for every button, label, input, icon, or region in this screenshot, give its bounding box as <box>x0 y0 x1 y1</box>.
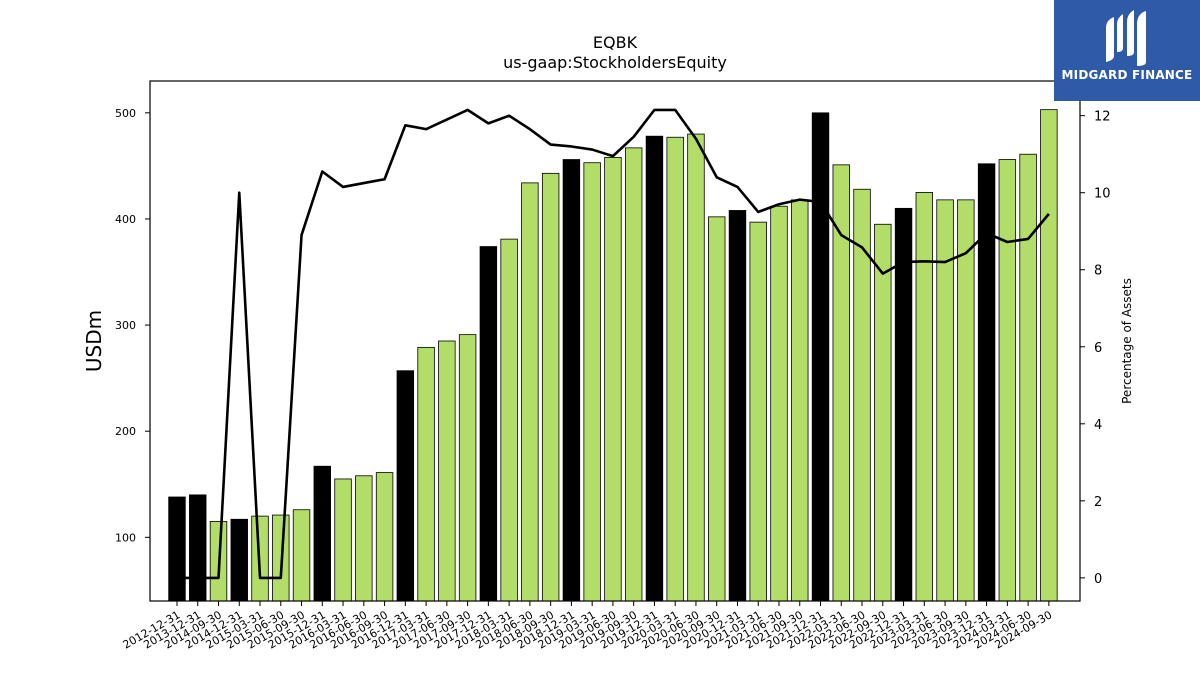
bar-2016-09-30 <box>375 472 394 602</box>
y2-tick-label: 12 <box>1094 110 1111 125</box>
bar-2017-06-30 <box>438 340 456 602</box>
y-axis-left: 100 200 300 400 500 <box>115 107 150 544</box>
brand-logo: MIDGARD FINANCE <box>1054 0 1200 101</box>
bar-2018-06-30 <box>521 182 539 602</box>
bar-2016-12-31 <box>396 370 415 602</box>
bar-2022-06-30 <box>853 188 871 602</box>
bar-2024-06-30 <box>1019 153 1037 602</box>
y2-tick-label: 6 <box>1094 341 1102 356</box>
y-tick-label: 100 <box>115 531 136 544</box>
percentage-line <box>176 108 1050 580</box>
bar-2023-03-31 <box>915 192 934 602</box>
y2-tick-label: 4 <box>1094 418 1102 433</box>
y-axis-label: USDm <box>82 310 106 372</box>
bar-2018-12-31 <box>562 159 581 602</box>
bar-2017-12-31 <box>479 246 498 602</box>
y2-tick-label: 2 <box>1094 495 1102 510</box>
bar-2019-12-31 <box>645 135 664 602</box>
bar-2015-12-31 <box>313 465 332 602</box>
bar-2019-06-30 <box>604 157 622 602</box>
bar-2014-12-31 <box>230 518 248 602</box>
bar-2023-09-30 <box>957 199 975 602</box>
bar-2024-03-31 <box>998 159 1017 602</box>
bar-2020-09-30 <box>708 216 726 602</box>
bar-2021-12-31 <box>811 112 830 602</box>
bar-2017-09-30 <box>458 334 477 602</box>
bar-2018-03-31 <box>500 238 518 602</box>
y-axis-right: 0 2 4 6 8 10 12 <box>1080 110 1111 587</box>
bars-group <box>168 109 1058 602</box>
bar-2016-03-31 <box>334 478 352 602</box>
bar-2023-12-31 <box>977 163 996 602</box>
bar-2022-03-31 <box>832 164 850 602</box>
bar-2019-03-31 <box>583 162 601 602</box>
y-tick-label: 500 <box>115 107 136 120</box>
bar-2024-09-30 <box>1040 109 1058 602</box>
bar-2018-09-30 <box>541 172 560 602</box>
x-axis: 2012-12-312013-12-312014-09-302014-12-31… <box>121 601 1054 652</box>
chart-subtitle: us-gaap:StockholdersEquity <box>503 53 727 72</box>
bar-2022-12-31 <box>894 207 913 602</box>
bar-2013-12-31 <box>189 494 207 602</box>
y2-axis-label: Percentage of Assets <box>1120 278 1134 404</box>
bar-2021-06-30 <box>770 205 788 602</box>
y2-tick-label: 10 <box>1094 187 1111 202</box>
bar-2020-06-30 <box>687 133 705 602</box>
bar-2015-09-30 <box>292 509 311 602</box>
bar-2017-03-31 <box>417 346 435 602</box>
plot-frame <box>149 80 1081 602</box>
bar-2012-12-31 <box>168 496 186 602</box>
bar-2021-09-30 <box>791 199 809 602</box>
brand-name: MIDGARD FINANCE <box>1061 68 1193 82</box>
y-tick-label: 200 <box>115 425 136 438</box>
bar-2019-09-30 <box>624 147 643 602</box>
y2-tick-label: 8 <box>1094 264 1102 279</box>
bar-2020-03-31 <box>666 136 684 602</box>
line-group <box>176 108 1050 580</box>
bar-2021-03-31 <box>749 221 767 602</box>
y2-tick-label: 0 <box>1094 572 1102 587</box>
y-tick-label: 400 <box>115 213 136 226</box>
bar-2016-06-30 <box>355 475 373 602</box>
y-tick-label: 300 <box>115 319 136 332</box>
bar-2020-12-31 <box>728 210 747 602</box>
brand-mark-icon <box>1106 10 1146 66</box>
bar-2022-09-30 <box>874 223 892 602</box>
chart-title: EQBK <box>593 33 638 52</box>
